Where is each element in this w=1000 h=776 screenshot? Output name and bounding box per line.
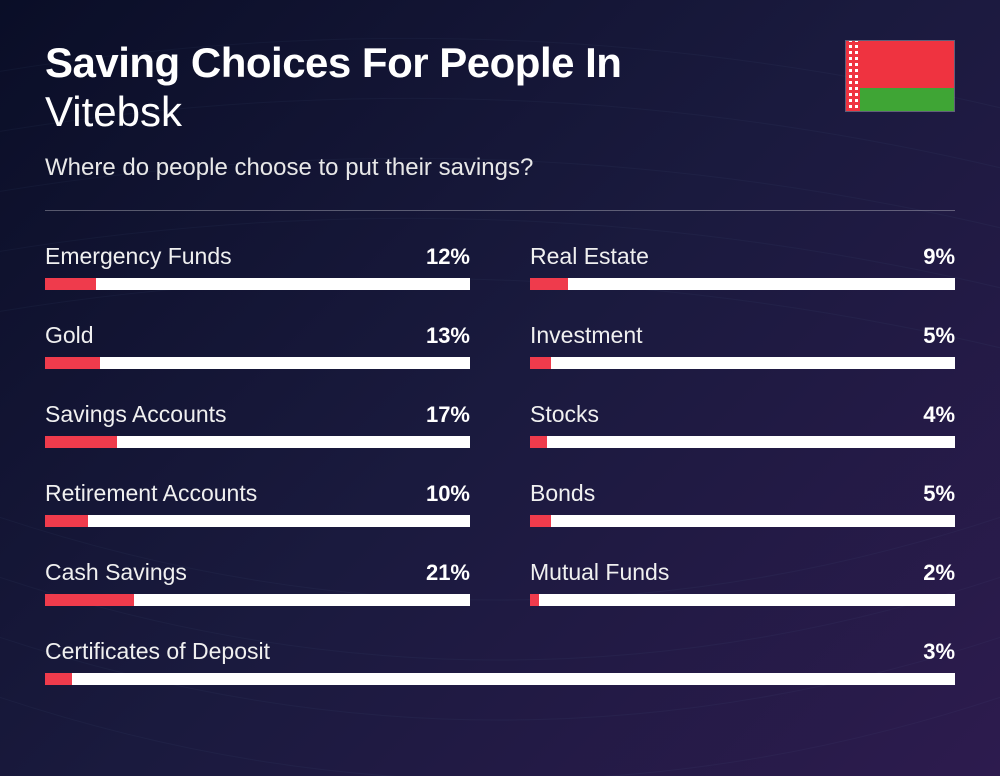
- bar-track: [530, 357, 955, 369]
- subtitle: Where do people choose to put their savi…: [45, 154, 621, 182]
- divider: [45, 210, 955, 211]
- bar-item: Certificates of Deposit 3%: [45, 638, 955, 685]
- bar-value: 4%: [923, 402, 955, 428]
- bar-label: Savings Accounts: [45, 401, 227, 428]
- bar-background: [539, 594, 956, 606]
- bar-fill: [530, 436, 547, 448]
- bar-value: 9%: [923, 244, 955, 270]
- bar-fill: [45, 436, 117, 448]
- bar-background: [72, 673, 955, 685]
- bar-header: Investment 5%: [530, 322, 955, 349]
- bar-item: Mutual Funds 2%: [530, 559, 955, 606]
- bar-label: Gold: [45, 322, 94, 349]
- bar-label: Real Estate: [530, 243, 649, 270]
- bar-track: [45, 278, 470, 290]
- bar-value: 3%: [923, 639, 955, 665]
- bar-value: 12%: [426, 244, 470, 270]
- bar-header: Cash Savings 21%: [45, 559, 470, 586]
- flag-stripe-bottom: [860, 88, 954, 111]
- title-block: Saving Choices For People In Vitebsk Whe…: [45, 40, 621, 182]
- bar-background: [117, 436, 470, 448]
- bar-item: Investment 5%: [530, 322, 955, 369]
- bar-item: Bonds 5%: [530, 480, 955, 527]
- bar-item: Cash Savings 21%: [45, 559, 470, 606]
- bar-background: [547, 436, 955, 448]
- bar-header: Stocks 4%: [530, 401, 955, 428]
- bar-track: [45, 673, 955, 685]
- bar-value: 21%: [426, 560, 470, 586]
- bar-value: 10%: [426, 481, 470, 507]
- bar-fill: [45, 594, 134, 606]
- bar-label: Emergency Funds: [45, 243, 232, 270]
- bar-fill: [530, 278, 568, 290]
- bar-background: [96, 278, 470, 290]
- bars-grid: Emergency Funds 12% Real Estate 9% Gold 13% In…: [45, 243, 955, 685]
- bar-track: [530, 278, 955, 290]
- bar-header: Real Estate 9%: [530, 243, 955, 270]
- bar-value: 2%: [923, 560, 955, 586]
- bar-track: [530, 594, 955, 606]
- bar-header: Savings Accounts 17%: [45, 401, 470, 428]
- bar-value: 17%: [426, 402, 470, 428]
- bar-item: Emergency Funds 12%: [45, 243, 470, 290]
- bar-label: Certificates of Deposit: [45, 638, 270, 665]
- bar-track: [45, 594, 470, 606]
- bar-header: Retirement Accounts 10%: [45, 480, 470, 507]
- bar-fill: [530, 594, 539, 606]
- bar-header: Certificates of Deposit 3%: [45, 638, 955, 665]
- bar-value: 13%: [426, 323, 470, 349]
- flag-stripe-top: [860, 41, 954, 88]
- bar-item: Savings Accounts 17%: [45, 401, 470, 448]
- flag-icon: [845, 40, 955, 112]
- bar-fill: [45, 673, 72, 685]
- bar-background: [88, 515, 471, 527]
- bar-header: Gold 13%: [45, 322, 470, 349]
- bar-item: Stocks 4%: [530, 401, 955, 448]
- bar-fill: [530, 515, 551, 527]
- bar-item: Gold 13%: [45, 322, 470, 369]
- bar-background: [100, 357, 470, 369]
- bar-track: [530, 436, 955, 448]
- bar-track: [45, 357, 470, 369]
- bar-header: Mutual Funds 2%: [530, 559, 955, 586]
- title-location: Vitebsk: [45, 88, 621, 136]
- bar-value: 5%: [923, 481, 955, 507]
- bar-background: [551, 357, 955, 369]
- flag-hoist: [846, 41, 860, 111]
- bar-label: Stocks: [530, 401, 599, 428]
- bar-label: Cash Savings: [45, 559, 187, 586]
- title-main: Saving Choices For People In: [45, 40, 621, 86]
- bar-header: Bonds 5%: [530, 480, 955, 507]
- bar-fill: [45, 278, 96, 290]
- bar-item: Retirement Accounts 10%: [45, 480, 470, 527]
- bar-label: Investment: [530, 322, 643, 349]
- bar-value: 5%: [923, 323, 955, 349]
- header: Saving Choices For People In Vitebsk Whe…: [45, 40, 955, 182]
- bar-item: Real Estate 9%: [530, 243, 955, 290]
- bar-track: [45, 515, 470, 527]
- bar-label: Bonds: [530, 480, 595, 507]
- bar-fill: [45, 515, 88, 527]
- bar-fill: [530, 357, 551, 369]
- bar-track: [45, 436, 470, 448]
- bar-fill: [45, 357, 100, 369]
- bar-track: [530, 515, 955, 527]
- bar-background: [134, 594, 470, 606]
- bar-background: [568, 278, 955, 290]
- bar-label: Retirement Accounts: [45, 480, 257, 507]
- bar-background: [551, 515, 955, 527]
- bar-header: Emergency Funds 12%: [45, 243, 470, 270]
- bar-label: Mutual Funds: [530, 559, 669, 586]
